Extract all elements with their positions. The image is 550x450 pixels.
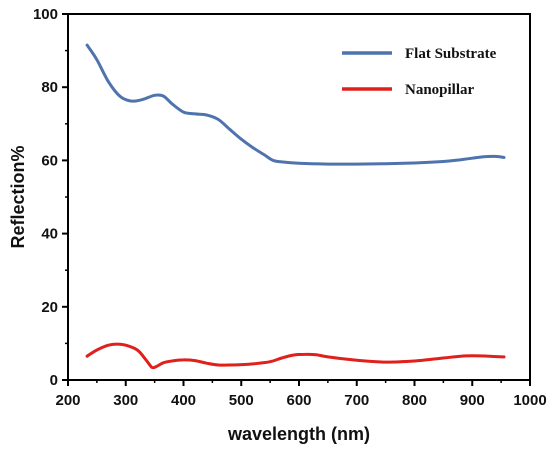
y-tick-label: 40 [41, 226, 58, 243]
y-tick-label: 80 [41, 79, 58, 96]
y-tick-label: 100 [33, 6, 58, 23]
y-tick-label: 20 [41, 299, 58, 316]
legend-label-0: Flat Substrate [405, 46, 497, 62]
legend: Flat Substrate Nanopillar [342, 46, 497, 98]
y-tick-label: 60 [41, 152, 58, 169]
x-tick-label: 400 [171, 392, 196, 409]
x-tick-label: 1000 [513, 392, 546, 409]
y-tick-label: 0 [50, 372, 58, 389]
x-tick-label: 700 [344, 392, 369, 409]
axes-layer: 200 300 400 500 600 700 800 900 1000 0 20 40 60 80 100 [33, 6, 547, 409]
x-tick-label: 800 [402, 392, 427, 409]
plot-frame [67, 13, 531, 381]
plot-area [67, 13, 531, 381]
x-axis-label: wavelength (nm) [227, 424, 370, 444]
legend-label-1: Nanopillar [405, 82, 475, 98]
series-line-0 [85, 43, 506, 166]
series-line-1 [85, 342, 506, 370]
x-tick-label: 900 [460, 392, 485, 409]
x-tick-label: 600 [286, 392, 311, 409]
y-axis-label: Reflection% [8, 145, 28, 248]
x-tick-label: 200 [55, 392, 80, 409]
x-tick-label: 300 [113, 392, 138, 409]
x-tick-label: 500 [229, 392, 254, 409]
series-layer [85, 43, 506, 370]
